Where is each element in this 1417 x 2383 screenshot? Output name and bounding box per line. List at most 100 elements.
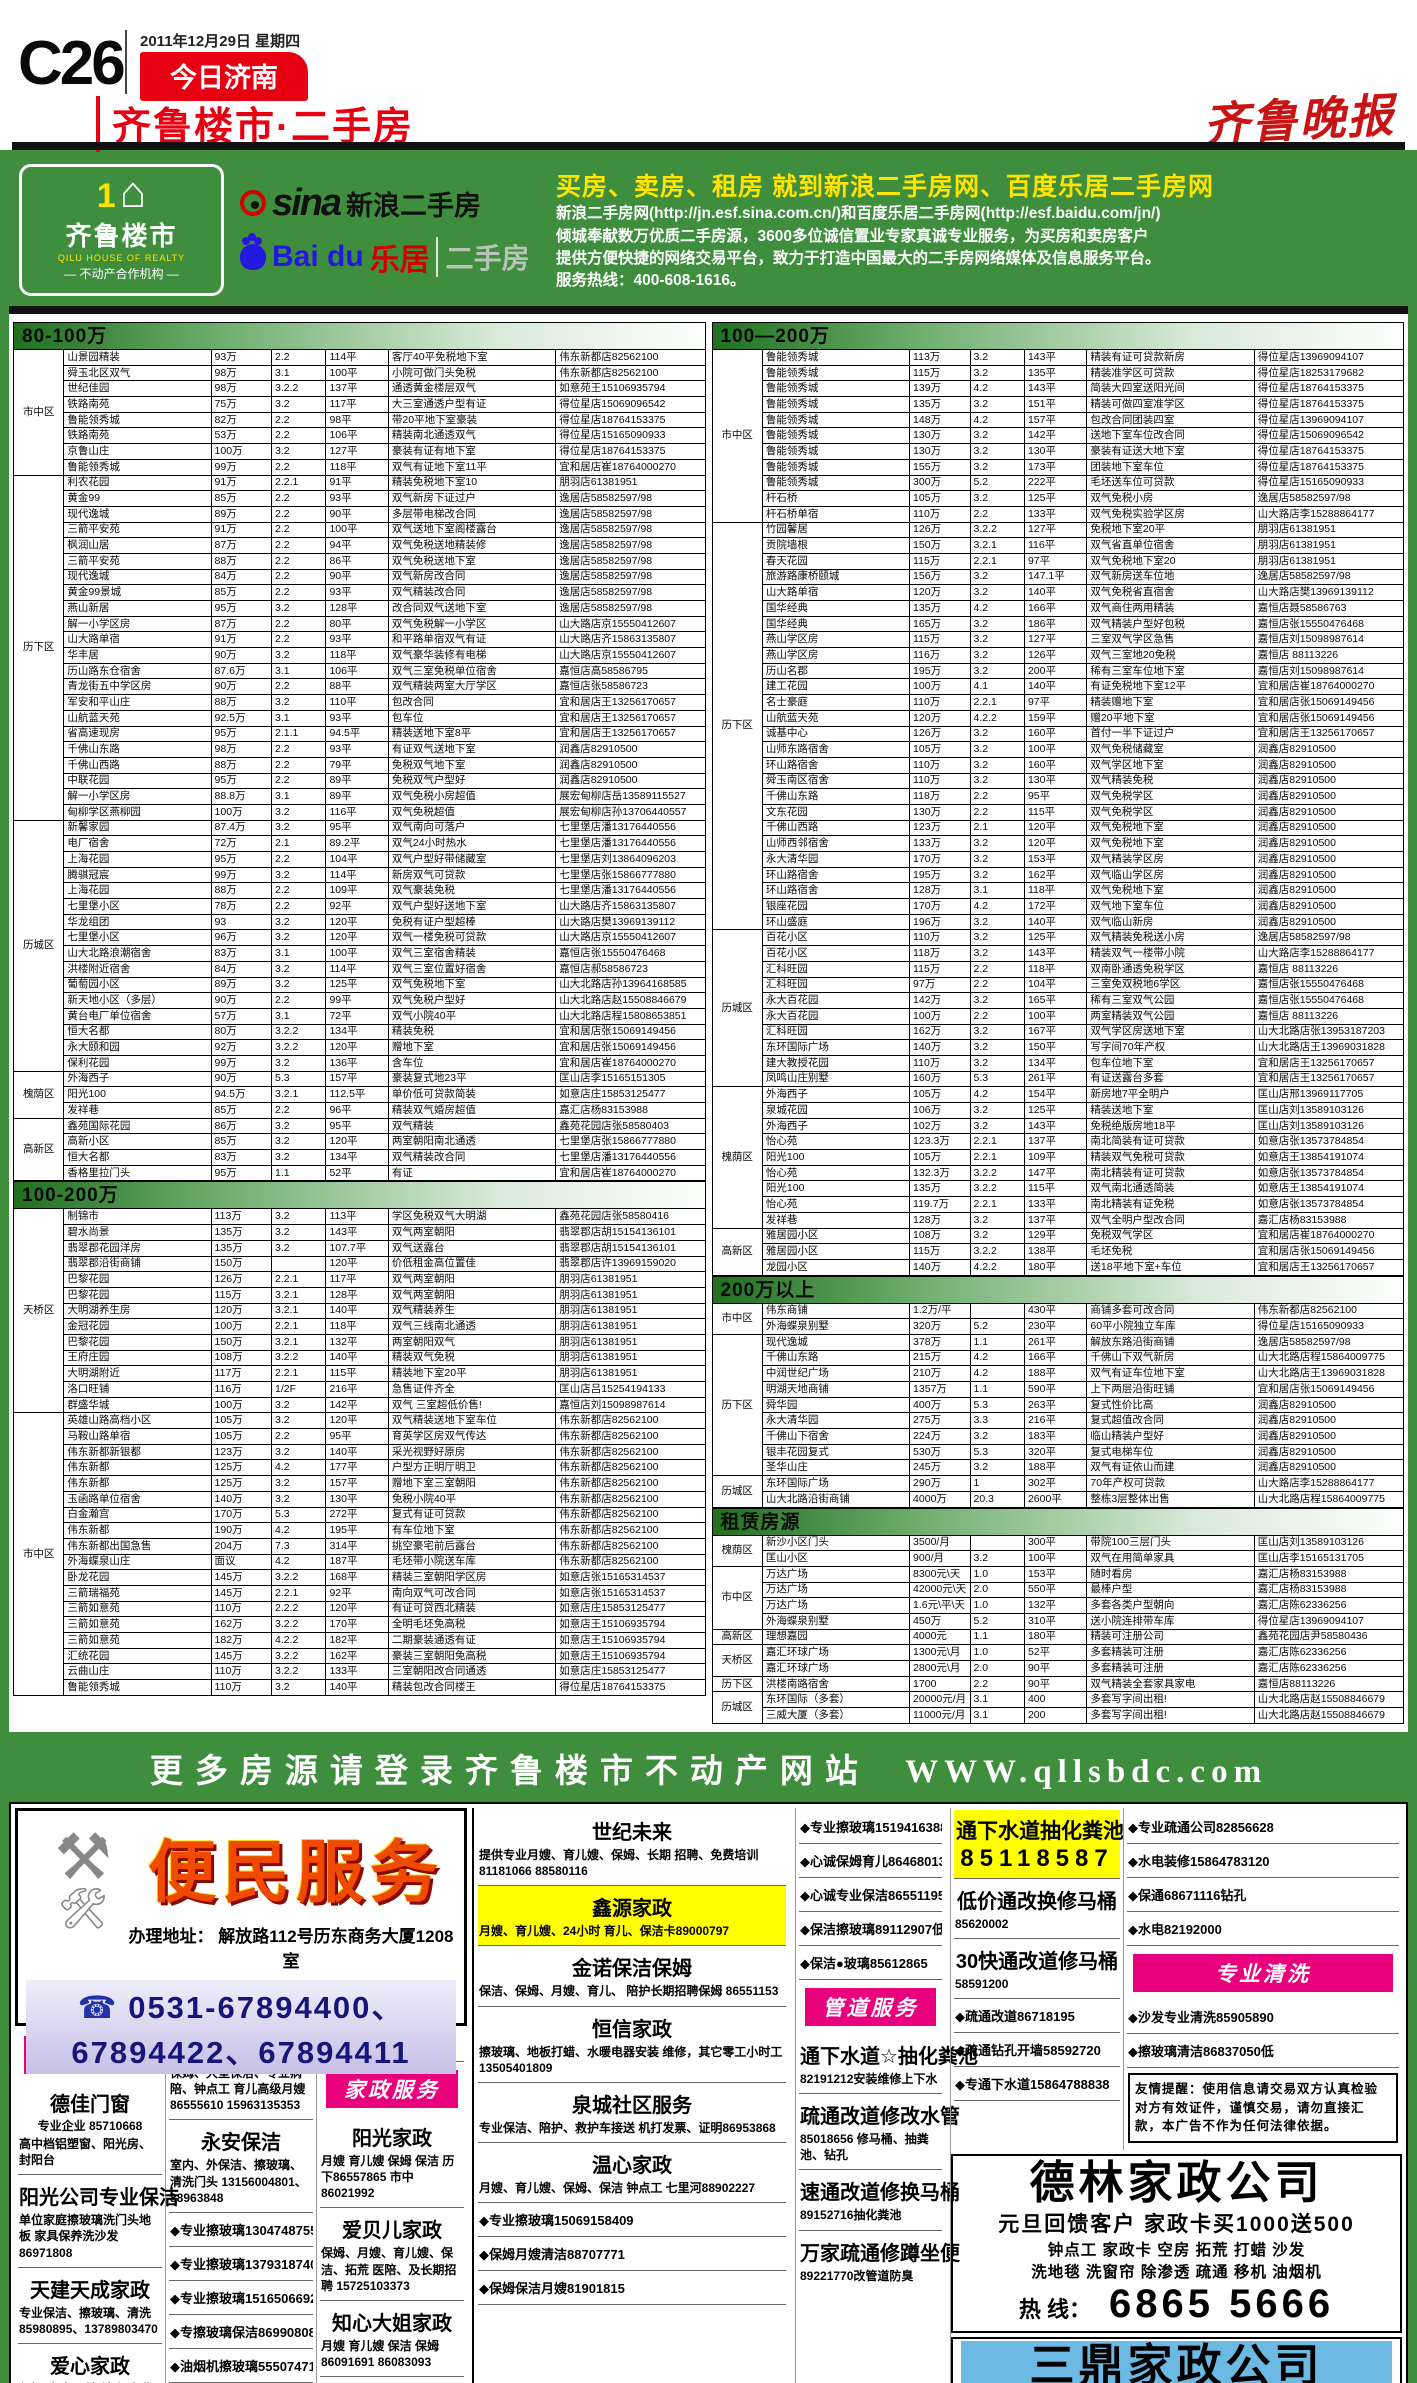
- area-value: 300平: [1023, 1534, 1088, 1552]
- agency-phone: 润鑫店82910500: [555, 741, 706, 758]
- agency-phone: 七里堡店张15866777880: [555, 1133, 706, 1151]
- price-value: 450万: [909, 1612, 971, 1630]
- ads-col-household: 家务便民德佳门窗专业企业 85710668高中档铝塑窗、阳光房、封阳台阳光公司专…: [15, 2025, 179, 2383]
- room-layout: 4.2.2: [969, 1258, 1025, 1276]
- area-value: 142平: [325, 1396, 389, 1414]
- area-value: 168平: [325, 1569, 389, 1586]
- price-value: 93万: [210, 349, 273, 366]
- agency-phone: 山大路店齐15863135807: [555, 898, 706, 915]
- agency-phone: 山大北路店王13969031828: [1253, 1039, 1405, 1056]
- price-value: 132.3万: [909, 1164, 971, 1182]
- price-value: 8300元\天: [909, 1565, 971, 1583]
- feature-text: 双气免税超值: [387, 803, 557, 821]
- community-name: 军安和平山庄: [63, 694, 212, 711]
- feature-text: 稀有三室车位地下室: [1086, 662, 1255, 680]
- room-layout: 2.2: [271, 537, 327, 554]
- community-name: 东环国际广场: [761, 1039, 911, 1056]
- agency-phone: 润鑫店82910500: [1253, 819, 1405, 837]
- feature-text: 双气24小时热水: [387, 835, 557, 852]
- room-layout: 3.1: [271, 662, 327, 680]
- feature-text: 双气三室免税单位宿舍: [387, 662, 557, 680]
- feature-text: 精装准学区可贷款: [1086, 364, 1255, 382]
- price-value: 140万: [909, 1258, 971, 1276]
- price-value: 110万: [210, 1663, 273, 1681]
- price-value: 90万: [210, 1070, 273, 1088]
- room-layout: 4.2: [969, 600, 1025, 617]
- community-name: 白金瀚宫: [63, 1506, 212, 1524]
- feature-text: 免税双气地下室: [387, 756, 557, 774]
- feature-text: 双气送露台: [387, 1239, 557, 1257]
- room-layout: 3.1: [969, 1691, 1025, 1709]
- room-layout: 4.2.2: [969, 709, 1025, 727]
- room-layout: 3.2: [271, 1149, 327, 1166]
- listing-row: 历山路东仓宿舍 87.6万 3.1 106平 双气三室免税单位宿舍 嘉恒店高5858679…: [14, 662, 706, 680]
- room-layout: 2.2: [271, 851, 327, 868]
- room-layout: 3.2: [271, 1490, 327, 1508]
- community-name: 保利花园: [63, 1054, 212, 1072]
- community-name: 新沙小区门头: [761, 1534, 911, 1552]
- delin-title: 德林家政公司: [1029, 2157, 1324, 2208]
- feature-text: 双气两室朝阳: [387, 1286, 557, 1304]
- room-layout: 3.2: [969, 615, 1025, 633]
- ad-item: 金诺保洁保姆 保洁、保姆、月嫂、育儿、 陪护长期招聘保姆 86551153: [478, 1946, 786, 2007]
- feature-text: 多套各类户型朝向: [1086, 1597, 1255, 1614]
- feature-text: 商铺多套可改合同: [1086, 1302, 1255, 1320]
- area-value: 129平: [1023, 1227, 1088, 1245]
- room-layout: 2.2: [271, 678, 327, 696]
- community-name: 明湖天地商铺: [761, 1381, 911, 1398]
- listing-row: 永大百花园 142万 3.2 165平 稀有三室双气公园 嘉恒店张15550476468: [712, 992, 1405, 1009]
- listing-row: 燕山新居 95万 3.2 128平 改合同双气送地下室 逸居店58582597/98: [14, 600, 706, 617]
- listing-row: 三箭瑞福苑 145万 2.2.1 92平 南向双气可改合同 如意店张15165314537: [14, 1584, 706, 1602]
- agency-phone: 山大路店李15288864177: [1253, 945, 1405, 962]
- room-layout: 3.2: [271, 1239, 327, 1257]
- area-value: 72平: [325, 1007, 389, 1025]
- listing-row: 历下区 洪楼南路宿舍 1700 2.2 90平 双气精装全套家具家电 嘉恒店88113226: [711, 1675, 1405, 1693]
- classified-line: ◆心诚保姆育儿86468013: [799, 1844, 942, 1878]
- agency-phone: 润鑫店82910500: [1253, 913, 1405, 931]
- listing-row: 伟东新都 125万 3.2 157平 赠地下室三室朝阳 伟东新都店82562100: [14, 1475, 706, 1492]
- agency-phone: 如意店王15106935794: [555, 1647, 706, 1665]
- agency-phone: 朋羽店61381951: [555, 1318, 706, 1335]
- area-value: 52平: [325, 1164, 389, 1182]
- room-layout: 3.2: [271, 1443, 327, 1461]
- room-layout: 3.2: [969, 992, 1025, 1009]
- listing-row: 碧水尚景 135万 3.2 143平 双气两室朝阳 翡翠郡店胡15154136101: [14, 1224, 706, 1241]
- area-value: 97平: [1023, 552, 1088, 570]
- agency-phone: 得位星店13969094107: [1253, 1612, 1405, 1630]
- agency-phone: 匡山店邢13969117705: [1253, 1086, 1405, 1103]
- feature-text: 双气免税送地精装修: [387, 537, 557, 554]
- feature-text: 双气三室地20免税: [1086, 647, 1255, 664]
- room-layout: 3.2.1: [969, 537, 1025, 554]
- area-value: 126平: [1023, 647, 1088, 664]
- price-value: 150万: [210, 1255, 273, 1273]
- price-value: 106万: [909, 1102, 971, 1119]
- listing-row: 翡翠郡花园洋房 135万 3.2 107.7平 双气送露台 翡翠郡店胡1515413610…: [14, 1239, 706, 1257]
- price-section-header: 80-100万: [13, 322, 706, 349]
- feature-text: 双气新房下证过户: [387, 490, 557, 507]
- agency-phone: 如意店王15106935794: [555, 1632, 706, 1649]
- agency-phone: 润鑫店82910500: [1253, 851, 1405, 868]
- city-badge: 今日济南: [140, 52, 308, 101]
- room-layout: 3.2: [969, 913, 1025, 931]
- listing-row: 发祥巷 85万 2.2 96平 精装双气婚房超值 嘉汇店杨83153988: [14, 1102, 706, 1119]
- classified-line: ◆专擦玻璃保洁86990808: [169, 2315, 313, 2349]
- room-layout: 5.2: [969, 1318, 1025, 1335]
- area-value: 127平: [1023, 521, 1088, 539]
- price-value: 85万: [210, 1102, 273, 1119]
- header-divider: [125, 30, 127, 94]
- community-name: 恒大名都: [63, 1023, 212, 1041]
- community-name: 汇科旺园: [761, 976, 911, 994]
- price-value: 400万: [909, 1396, 971, 1414]
- price-value: 20000元/月: [909, 1691, 971, 1709]
- agency-phone: 翡翠郡店许13969159020: [555, 1255, 706, 1273]
- feature-text: 双气免税户型好: [387, 992, 557, 1009]
- listing-row: 明湖天地商铺 1357万 1.1 590平 上下两层沿街旺铺 宜和居店张150691494…: [712, 1381, 1405, 1398]
- agency-phone: 逸居店58582597/98: [555, 537, 706, 554]
- room-layout: 2.2.1: [969, 1133, 1025, 1151]
- community-name: 鲁能领秀城: [761, 458, 911, 476]
- price-value: 105万: [909, 741, 971, 758]
- agency-phone: 得位星店18764153375: [555, 443, 706, 460]
- community-name: 制锦市: [63, 1208, 212, 1226]
- area-value: 137平: [325, 380, 389, 398]
- ad-desc: 月嫂、育儿嫂、24小时 育儿、保洁卡89000797: [479, 1924, 730, 1939]
